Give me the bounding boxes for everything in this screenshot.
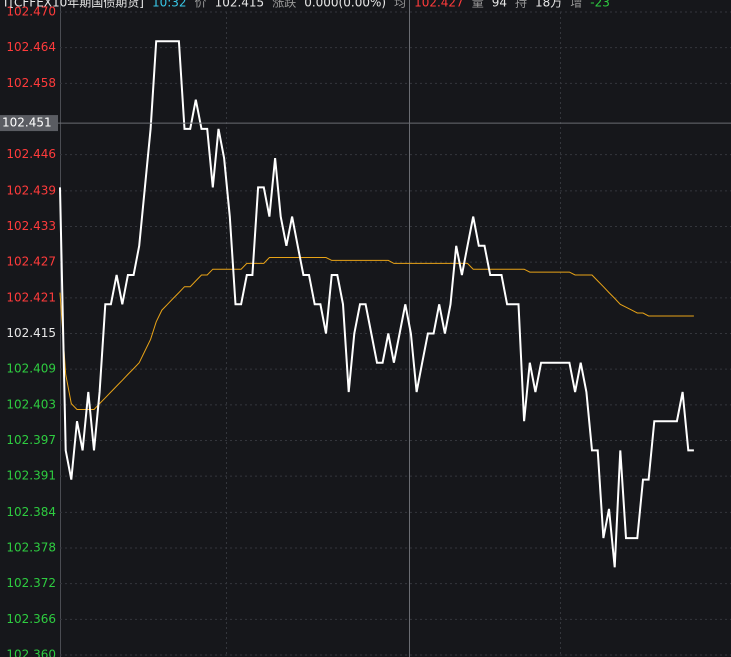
y-tick-label: 102.409 [6,362,56,376]
y-tick-label: 102.415 [6,326,56,340]
y-tick-label: 102.464 [6,40,56,54]
header-field: 102.415 [215,0,265,10]
y-tick-label: 102.421 [6,290,56,304]
header-field: 价 [195,0,207,10]
price-line [59,40,694,568]
crosshair-label-box [0,115,58,132]
y-tick-label: 102.427 [6,255,56,269]
header-field: -23 [590,0,610,10]
header-field: 持 [515,0,527,10]
y-tick-label: 102.433 [6,219,56,233]
y-tick-label: 102.366 [6,612,56,626]
y-tick-label: 102.403 [6,397,56,411]
y-tick-label: 102.384 [6,505,56,519]
y-tick-label: 102.372 [6,576,56,590]
header-field: 0.000(0.00%) [304,0,386,10]
y-tick-label: 102.446 [6,147,56,161]
y-tick-label: 102.391 [6,469,56,483]
header-field: 量 [472,0,484,10]
crosshair-label: 102.451 [2,116,52,130]
header-field: 涨跌 [272,0,296,10]
header-field: 增 [570,0,582,10]
y-tick-label: 102.470 [6,5,56,19]
y-tick-label: 102.378 [6,541,56,555]
header-field: T[CFFEX10年期国债期货] [1,0,144,10]
header-field: 均 [394,0,406,10]
price-line [59,257,694,410]
header-field: 18万 [535,0,562,10]
y-tick-label: 102.360 [6,648,56,657]
y-tick-label: 102.439 [6,183,56,197]
header-field: 94 [492,0,507,10]
y-tick-label: 102.397 [6,433,56,447]
header-field: 102.427 [414,0,464,10]
header-field: 10:32 [152,0,187,10]
y-tick-label: 102.458 [6,76,56,90]
